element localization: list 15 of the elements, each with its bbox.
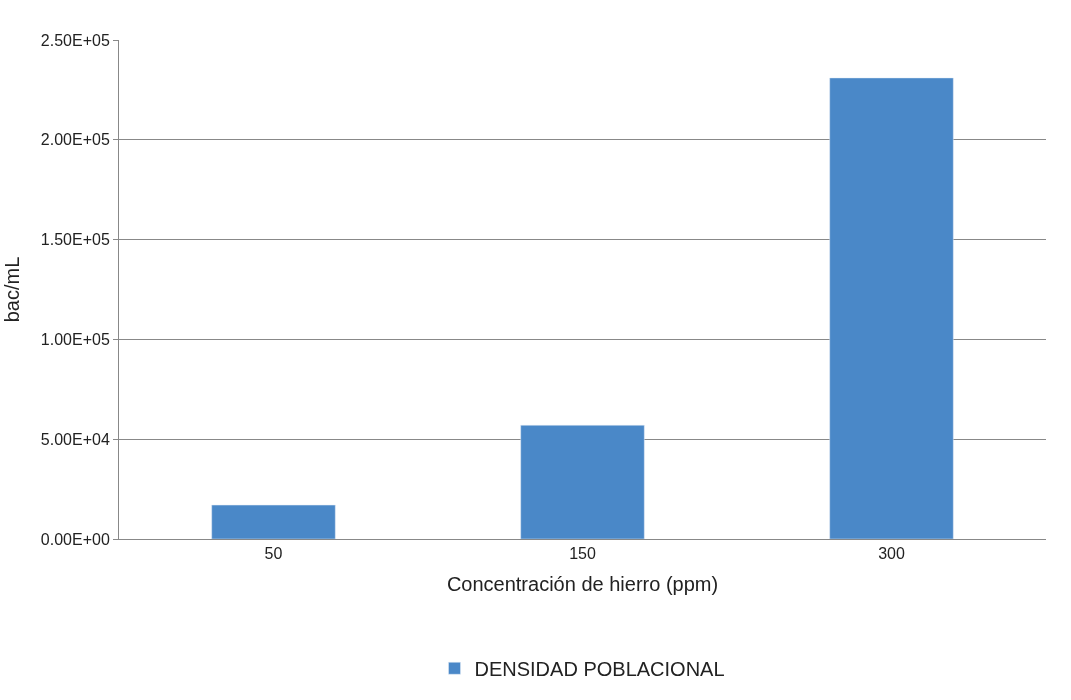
x-axis-title: Concentración de hierro (ppm) — [446, 572, 719, 595]
x-tick-label: 50 — [264, 545, 283, 563]
y-tick-label: 0.00E+00 — [40, 530, 110, 548]
y-tick-label: 1.50E+05 — [40, 231, 110, 249]
bar — [829, 77, 954, 539]
y-tick-label: 2.50E+05 — [40, 31, 110, 49]
y-tick-label: 1.00E+05 — [40, 331, 110, 348]
y-tick-label: 2.00E+05 — [40, 131, 110, 149]
bar — [520, 424, 645, 539]
y-tick-label: 5.00E+04 — [40, 430, 110, 448]
y-axis-title: bac/mL — [1, 256, 24, 323]
bar — [211, 504, 336, 539]
x-tick-label: 150 — [569, 545, 596, 563]
legend-label: DENSIDAD POBLACIONAL — [474, 658, 725, 681]
x-tick-label: 300 — [878, 545, 905, 563]
